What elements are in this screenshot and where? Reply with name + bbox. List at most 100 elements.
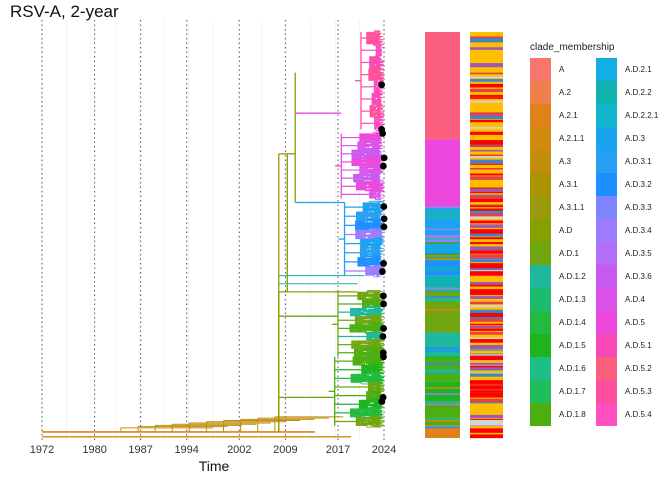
legend-label: A.D.1.8 [559,410,586,419]
region-column-stripe [470,332,503,335]
legend-label: A.D.3.5 [625,249,652,258]
legend-label: A.D.1.5 [559,341,586,350]
legend-label: A.D.1.4 [559,318,586,327]
legend-label: A.D.1.6 [559,364,586,373]
legend-item: A.D.4 [592,288,664,311]
legend-label: A.D.5.2 [625,364,652,373]
region-column-stripe [470,131,503,135]
clade-column-stripe [425,215,460,218]
legend-key [530,196,551,219]
legend-key [596,196,617,219]
sampled-tip-point [380,260,387,267]
region-column-stripe [470,176,503,180]
clade-column-block [425,425,460,438]
clade-column-stripe [425,237,460,240]
legend-item: A.D.1.2 [526,265,598,288]
tree-layer [42,30,384,438]
legend-item: A.D.5.2 [592,357,664,380]
clade-column-block [425,332,460,357]
region-column-stripe [470,36,503,41]
legend-key [596,104,617,127]
region-column-stripe [470,416,503,419]
legend-label: A.D.1 [559,249,580,258]
clade-column-stripe [425,309,460,311]
region-column-stripe [470,79,503,82]
region-column-stripe [470,149,503,152]
clade-column-stripe [425,257,460,259]
legend-key [596,311,617,334]
legend-item: A [526,58,598,81]
region-column-stripe [470,325,503,329]
legend-key [530,58,551,81]
region-column-stripe [470,38,503,41]
legend-item: A.2 [526,81,598,104]
legend-item: A.D.5.3 [592,380,664,403]
x-tick-label: 1987 [128,444,152,456]
region-column-stripe [470,363,503,368]
region-column-stripe [470,155,503,158]
clade-column-stripe [425,363,460,365]
legend-item: A.D.1.3 [526,288,598,311]
region-column-stripe [470,212,503,217]
region-column-stripe [470,385,503,390]
legend-item: A.D.5.4 [592,403,664,426]
legend-item: A.3.1.1 [526,196,598,219]
region-column-stripe [470,191,503,194]
sampled-tip-point [379,162,387,170]
region-column-stripe [470,119,503,122]
legend-label: A.D.5.4 [625,410,652,419]
region-column-stripe [470,434,503,439]
x-tick-label: 1972 [30,444,54,456]
legend-label: A.3.1 [559,180,578,189]
clade-column-block [425,32,460,140]
region-column-stripe [470,194,503,198]
clade-column-stripe [425,242,460,244]
legend-label: A.3.1.1 [559,203,585,212]
clade-column-block [425,381,460,402]
region-column-stripe [470,112,503,116]
region-column-stripe [470,200,503,203]
region-column-stripe [470,291,503,295]
clade-column-stripe [425,347,460,349]
x-tick-label: 1980 [82,444,106,456]
region-column-stripe [470,309,503,313]
legend-key [530,265,551,288]
region-column-stripe [470,296,503,299]
region-column-stripe [470,305,503,308]
clade-column-stripe [425,350,460,352]
legend-item: A.3 [526,150,598,173]
legend-key [596,81,617,104]
clade-column-stripe [425,287,460,290]
clade-column-block [425,139,460,207]
legend-item: A.3.1 [526,173,598,196]
region-column-stripe [470,145,503,147]
clade-column-stripe [425,228,460,231]
legend-key [596,127,617,150]
region-column-stripe [470,159,503,163]
clade-column-stripe [425,206,460,209]
clade-column-stripe [425,296,460,298]
legend-key [596,334,617,357]
sampled-tip-point [380,292,387,300]
chart-title: RSV-A, 2-year [10,2,119,21]
region-column-stripe [470,301,503,305]
clade-column-stripe [425,258,460,260]
region-column-stripe [470,259,503,263]
sampled-tip-point [380,203,388,210]
legend-label: A.D.5 [625,318,646,327]
legend-item: A.D.3.2 [592,173,664,196]
legend-item: A.D.2.1 [592,58,664,81]
clade-column-block [425,206,460,235]
x-axis: 1972 1980 1987 1994 2002 2009 2017 2024 Time [30,444,396,474]
legend-key [530,311,551,334]
clade-column-stripe [425,393,460,395]
legend-item: A.D.3.5 [592,242,664,265]
legend-label: A.D.3.4 [625,226,652,235]
clade-column-stripe [425,403,460,406]
region-column-stripe [470,328,503,332]
clade-column-stripe [425,356,460,359]
region-column-stripe [470,163,503,165]
region-column-stripe [470,173,503,176]
legend-label: A.D.5.1 [625,341,652,350]
legend-item: A.D.3.3 [592,196,664,219]
